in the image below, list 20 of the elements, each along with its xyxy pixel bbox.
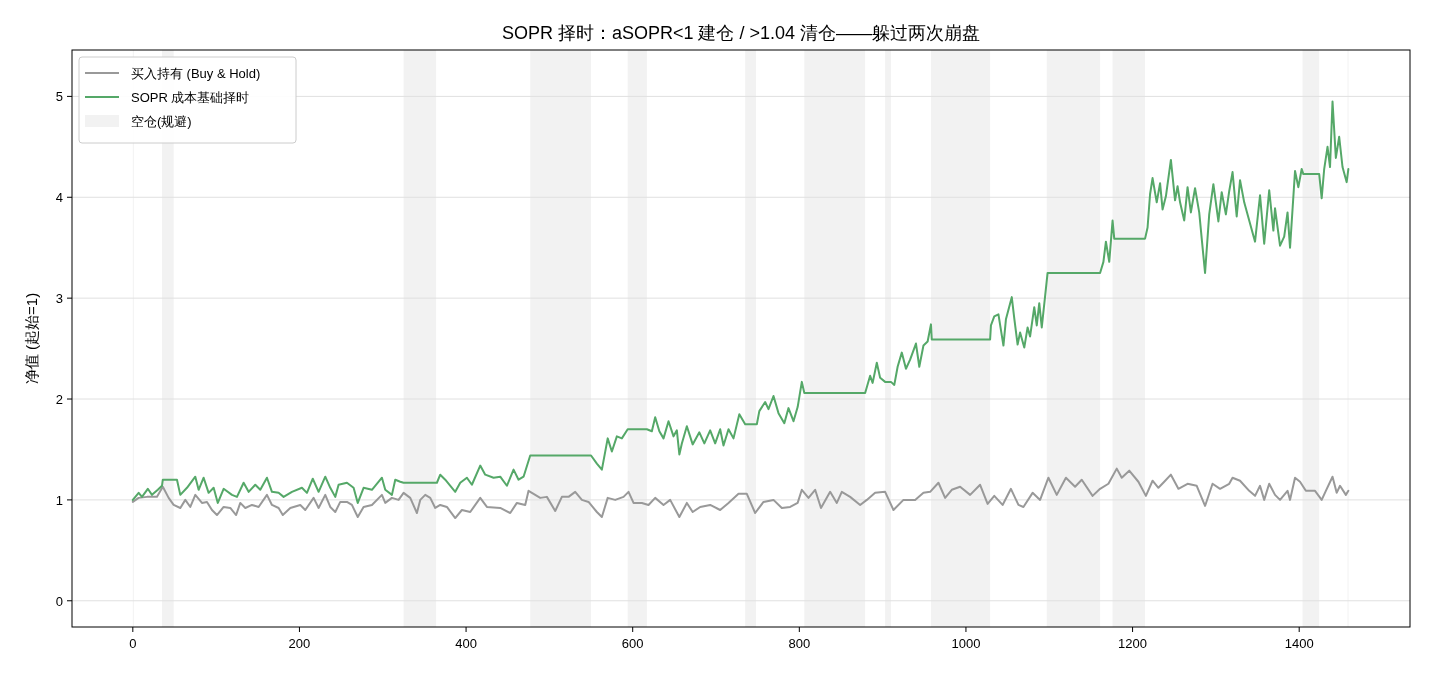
legend-label: 买入持有 (Buy & Hold) xyxy=(131,66,261,81)
x-tick-label: 1400 xyxy=(1284,636,1314,651)
y-tick-label: 2 xyxy=(55,392,63,408)
line-series xyxy=(131,467,1350,520)
y-tick-label: 4 xyxy=(55,190,63,206)
x-tick-label: 0 xyxy=(129,636,137,651)
x-tick-label: 1200 xyxy=(1118,636,1148,651)
x-tick-label: 1000 xyxy=(951,636,981,651)
y-tick-label: 0 xyxy=(55,593,63,609)
legend-label: SOPR 成本基础择时 xyxy=(131,90,250,105)
x-tick-label: 400 xyxy=(455,636,477,651)
chart-title: SOPR 择时：aSOPR<1 建仓 / >1.04 清仓——躲过两次崩盘 xyxy=(501,23,981,43)
y-tick-label: 5 xyxy=(55,89,63,105)
x-tick-label: 800 xyxy=(788,636,811,651)
x-tick-label: 200 xyxy=(288,636,311,651)
x-tick-label: 600 xyxy=(621,636,644,651)
y-tick-label: 1 xyxy=(55,492,63,508)
band-label: 空仓(规避) xyxy=(131,114,192,129)
y-axis-title: 净值 (起始=1) xyxy=(23,292,40,385)
y-tick-label: 3 xyxy=(55,291,63,307)
